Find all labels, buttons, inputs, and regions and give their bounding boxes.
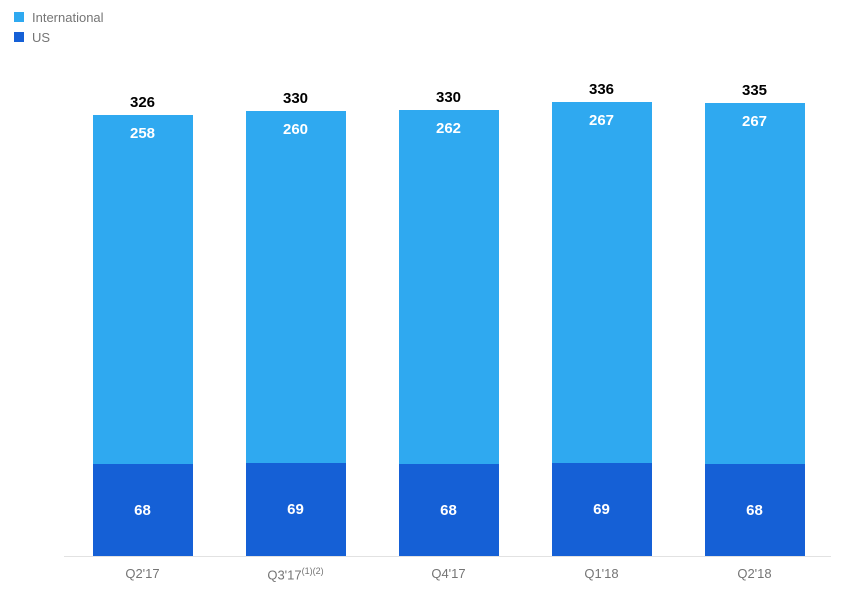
legend-item-international: International <box>14 7 104 27</box>
us-segment: 69 <box>245 463 346 556</box>
us-value-label: 68 <box>134 501 151 519</box>
legend-label-international: International <box>32 9 104 25</box>
us-value-label: 68 <box>746 501 763 519</box>
us-segment: 68 <box>398 464 499 556</box>
total-value-label: 326 <box>129 94 156 111</box>
category-label: Q2'17 <box>125 566 160 581</box>
international-segment: 258 <box>92 115 193 464</box>
international-segment: 267 <box>551 102 652 463</box>
international-value-label: 267 <box>741 113 768 130</box>
us-segment: 68 <box>704 464 805 556</box>
us-value-label: 69 <box>287 501 304 518</box>
international-segment: 262 <box>398 110 499 464</box>
x-axis-line <box>64 556 831 557</box>
international-swatch-icon <box>14 12 24 22</box>
us-value-label: 68 <box>440 501 457 519</box>
category-label: Q2'18 <box>737 566 772 581</box>
chart-legend: International US <box>14 7 104 47</box>
bar-group: 336 267 69 <box>551 81 652 556</box>
category-footnote-superscript: (1)(2) <box>301 566 324 576</box>
us-segment: 69 <box>551 463 652 556</box>
total-value-label: 335 <box>741 82 768 99</box>
bar-group: 330 262 68 <box>398 89 499 556</box>
bar-group: 326 258 68 <box>92 94 193 556</box>
us-segment: 68 <box>92 464 193 556</box>
legend-label-us: US <box>32 29 51 45</box>
international-segment: 267 <box>704 103 805 464</box>
bar-group: 330 260 69 <box>245 90 346 556</box>
international-value-label: 258 <box>129 125 156 142</box>
international-value-label: 260 <box>282 121 309 138</box>
us-value-label: 69 <box>593 501 610 518</box>
total-value-label: 330 <box>435 89 462 106</box>
international-value-label: 267 <box>588 112 615 129</box>
legend-item-us: US <box>14 27 104 47</box>
total-value-label: 336 <box>588 81 615 98</box>
category-label: Q4'17 <box>431 566 466 581</box>
international-value-label: 262 <box>435 120 462 137</box>
us-swatch-icon <box>14 32 24 42</box>
bar-group: 335 267 68 <box>704 82 805 556</box>
international-segment: 260 <box>245 111 346 463</box>
category-label: Q3'17(1)(2) <box>267 566 324 583</box>
category-label: Q1'18 <box>584 566 619 581</box>
total-value-label: 330 <box>282 90 309 107</box>
